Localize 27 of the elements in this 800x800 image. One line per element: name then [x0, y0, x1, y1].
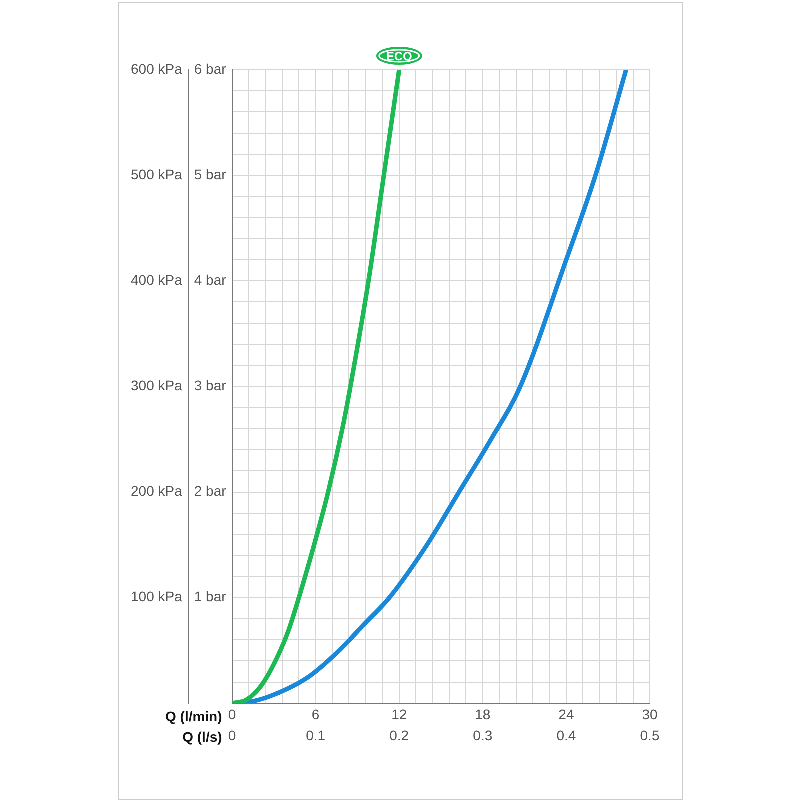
x-tick-label: 12	[392, 706, 408, 723]
x-tick-label: 18	[475, 706, 491, 723]
x-tick-label: 30	[642, 706, 658, 723]
x-tick-label: 6	[312, 706, 320, 723]
x-tick-label: 24	[558, 706, 574, 723]
y2-tick-label: 2 bar	[194, 483, 227, 500]
series-label: ECO	[386, 49, 412, 64]
y2-tick-label: 4 bar	[194, 272, 227, 288]
y2-tick-label: 5 bar	[194, 166, 227, 182]
x2-tick-label: 0.1	[306, 727, 326, 744]
x2-tick-label: 0.2	[390, 727, 410, 744]
x-tick-label: 0	[228, 706, 236, 723]
y-tick-label: 200 kPa	[130, 483, 183, 500]
y2-tick-label: 3 bar	[194, 378, 227, 394]
x2-tick-label: 0	[228, 727, 236, 744]
x2-axis-title: Q (l/s)	[182, 729, 222, 746]
y-tick-label: 300 kPa	[130, 378, 183, 394]
y2-tick-label: 6 bar	[194, 60, 227, 77]
y-tick-label: 100 kPa	[130, 588, 183, 605]
x2-tick-label: 0.5	[640, 727, 660, 744]
y-tick-label: 400 kPa	[130, 272, 183, 288]
x2-tick-label: 0.3	[473, 727, 493, 744]
x2-tick-label: 0.4	[556, 727, 576, 744]
y-tick-label: 500 kPa	[130, 166, 183, 182]
y-tick-label: 600 kPa	[130, 60, 183, 77]
x-axis-title: Q (l/min)	[166, 708, 222, 724]
y2-tick-label: 1 bar	[194, 588, 227, 605]
